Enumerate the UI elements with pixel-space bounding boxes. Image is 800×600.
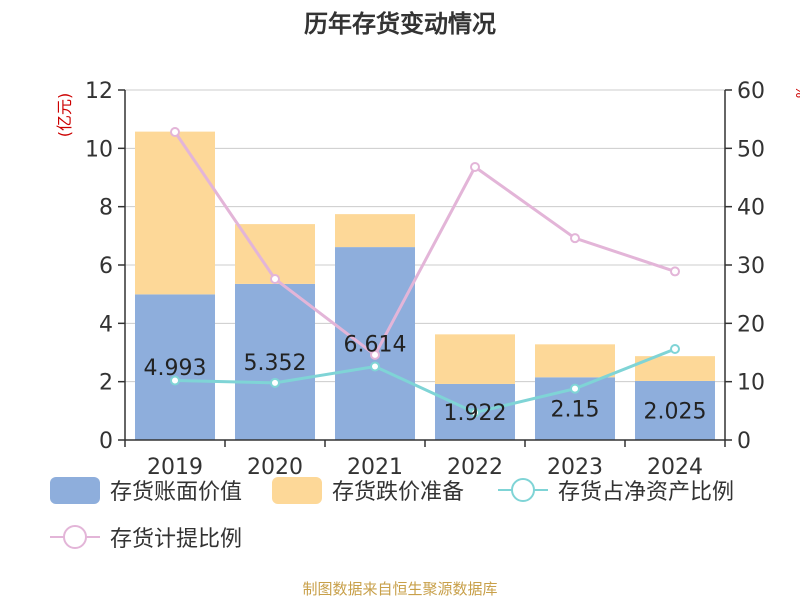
x-axis-tick-label: 2022 <box>447 455 503 480</box>
left-axis-tick-label: 8 <box>99 196 113 221</box>
point-provision-ratio <box>170 127 180 137</box>
legend-label: 存货计提比例 <box>110 527 242 552</box>
line-provision-ratio <box>173 131 676 358</box>
right-axis-tick-label: 0 <box>737 429 751 454</box>
x-axis-tick-label: 2023 <box>547 455 603 480</box>
legend-item: 存货账面价值 <box>50 477 242 505</box>
legend-item: 存货占净资产比例 <box>498 478 734 505</box>
right-axis-unit-label: % <box>792 86 800 98</box>
x-axis-tick-label: 2020 <box>247 455 303 480</box>
point-provision-ratio <box>570 233 580 244</box>
left-axis-unit-label: (亿元) <box>55 93 74 138</box>
x-axis-tick-label: 2024 <box>647 455 703 480</box>
point-provision-ratio <box>670 266 680 277</box>
bar-impairment-reserve <box>235 224 315 284</box>
legend-label: 存货占净资产比例 <box>558 480 734 505</box>
data-labels: 4.993 5.352 6.614 1.922 2.15 2.025 <box>144 333 707 426</box>
bar-book-value <box>135 294 215 440</box>
legend-label: 存货跌价准备 <box>332 480 464 505</box>
right-axis-tick-label: 10 <box>737 371 765 396</box>
left-axis-tick-label: 2 <box>99 371 113 396</box>
left-axis-tick-label: 4 <box>99 312 113 337</box>
right-axis-tick-label: 20 <box>737 312 765 337</box>
bar-impairment-reserve <box>335 214 415 248</box>
bar-book-value <box>235 283 315 440</box>
chart-title: 历年存货变动情况 <box>304 10 496 38</box>
point-ratio-to-net-assets <box>370 361 380 372</box>
x-axis-tick-label: 2021 <box>347 455 403 480</box>
point-provision-ratio <box>270 274 280 284</box>
legend-item: 存货计提比例 <box>50 525 242 552</box>
left-axis-tick-label: 0 <box>99 429 113 454</box>
point-ratio-to-net-assets <box>270 377 280 388</box>
legend-swatch <box>272 477 322 504</box>
bar-value-label: 2.15 <box>551 398 600 423</box>
right-axis-tick-label: 40 <box>737 196 765 221</box>
bar-value-label: 1.922 <box>444 401 507 426</box>
bar-book-value <box>335 247 415 440</box>
bars <box>135 131 715 440</box>
point-ratio-to-net-assets <box>170 375 180 386</box>
bar-impairment-reserve <box>135 131 215 295</box>
bar-impairment-reserve <box>535 344 615 378</box>
point-ratio-to-net-assets <box>470 407 480 418</box>
line-ratio-to-net-assets <box>174 347 676 415</box>
x-axis-tick-label: 2019 <box>147 455 203 480</box>
point-ratio-to-net-assets <box>570 383 580 394</box>
legend-swatch <box>50 477 100 504</box>
left-axis-tick-label: 10 <box>85 137 113 162</box>
left-axis-tick-label: 6 <box>99 254 113 279</box>
bar-book-value <box>635 380 715 440</box>
bar-value-label: 5.352 <box>244 351 307 376</box>
bar-value-label: 2.025 <box>644 399 707 424</box>
right-axis-tick-label: 60 <box>737 79 765 104</box>
source-note: 制图数据来自恒生聚源数据库 <box>302 580 497 598</box>
point-provision-ratio <box>470 162 480 172</box>
bar-impairment-reserve <box>435 334 515 384</box>
left-axis-tick-label: 12 <box>85 79 113 104</box>
bar-value-label: 4.993 <box>144 356 207 381</box>
right-axis-tick-label: 30 <box>737 254 765 279</box>
lines <box>170 127 680 418</box>
legend-marker <box>511 478 535 502</box>
point-provision-ratio <box>370 349 380 360</box>
right-axis-tick-label: 50 <box>737 137 765 162</box>
legend-item: 存货跌价准备 <box>272 477 464 505</box>
legend-marker <box>63 525 87 549</box>
bar-value-label: 6.614 <box>344 333 407 358</box>
point-ratio-to-net-assets <box>670 344 680 354</box>
axes: 0 2 4 6 8 10 12 0 10 20 30 40 50 60 2019 2020 2021 2022 20… <box>85 79 765 480</box>
legend-label: 存货账面价值 <box>110 480 242 505</box>
